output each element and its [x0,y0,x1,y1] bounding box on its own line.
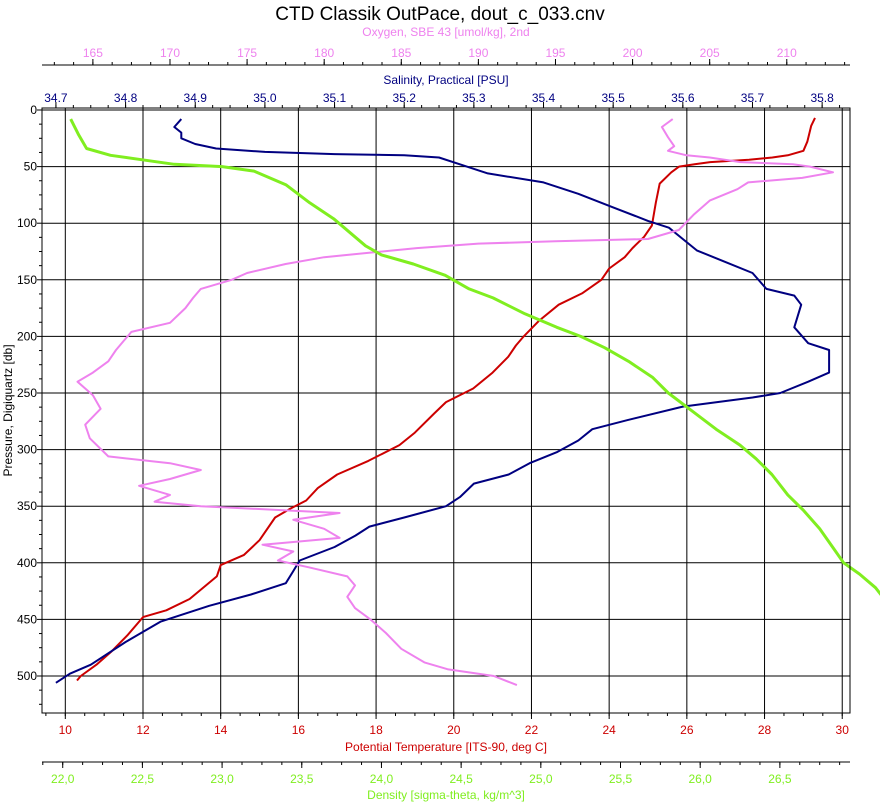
x-tick-label-density: 23,5 [290,772,314,786]
x-tick-label-temperature: 12 [136,723,150,737]
y-tick-label: 250 [17,386,37,400]
x-tick-label-salinity: 35.8 [810,91,834,105]
x-tick-label-density: 24,0 [370,772,394,786]
x-tick-label-salinity: 35.3 [462,91,486,105]
axes: 0 50 100 150 200 250 300 350 400 450 500 Pressure, … [1,25,850,802]
series-line-salinity [55,118,831,684]
x-tick-label-temperature: 10 [59,723,73,737]
x-tick-label-oxygen: 180 [314,46,334,60]
x-tick-label-oxygen: 205 [700,46,720,60]
chart-title: CTD Classik OutPace, dout_c_033.cnv [275,4,605,25]
x-tick-label-salinity: 35.5 [601,91,625,105]
x-tick-label-temperature: 20 [447,723,461,737]
x-axis-label-temperature: Potential Temperature [ITS-90, deg C] [345,740,547,754]
plot-frame [41,107,851,714]
series-line-density [69,118,880,596]
x-tick-label-salinity: 35.1 [323,91,347,105]
y-tick-label: 200 [17,329,37,343]
x-tick-label-oxygen: 200 [623,46,643,60]
x-tick-label-density: 26,5 [768,772,792,786]
x-tick-label-temperature: 22 [525,723,539,737]
x-tick-label-salinity: 34.7 [44,91,68,105]
x-tick-label-oxygen: 190 [468,46,488,60]
x-tick-label-temperature: 28 [758,723,772,737]
x-tick-label-density: 23,0 [210,772,234,786]
grid [42,108,850,713]
x-tick-label-temperature: 24 [602,723,616,737]
x-tick-label-salinity: 35.7 [741,91,765,105]
y-tick-label: 450 [17,612,37,626]
x-tick-label-salinity: 35.6 [671,91,695,105]
x-tick-label-oxygen: 210 [777,46,797,60]
x-tick-label-salinity: 35.2 [393,91,417,105]
series-layer [55,117,880,687]
x-tick-label-density: 22,5 [131,772,155,786]
x-tick-label-temperature: 16 [292,723,306,737]
y-axis-label: Pressure, Digiquartz [db] [1,344,15,476]
y-tick-label: 50 [24,160,38,174]
x-tick-label-density: 25,5 [609,772,633,786]
x-tick-label-salinity: 35.4 [532,91,556,105]
x-tick-label-density: 26,0 [689,772,713,786]
x-axis-label-oxygen: Oxygen, SBE 43 [umol/kg], 2nd [362,25,529,39]
x-tick-label-temperature: 30 [836,723,850,737]
x-tick-label-oxygen: 175 [237,46,257,60]
x-tick-label-density: 24,5 [449,772,473,786]
x-tick-label-oxygen: 170 [160,46,180,60]
series-line-oxygen [76,118,834,687]
x-tick-label-temperature: 26 [680,723,694,737]
x-tick-label-salinity: 34.8 [114,91,138,105]
y-tick-label: 100 [17,216,37,230]
x-tick-label-oxygen: 195 [545,46,565,60]
y-tick-label: 350 [17,499,37,513]
x-axis-label-density: Density [sigma-theta, kg/m^3] [367,788,525,802]
y-tick-label: 150 [17,273,37,287]
y-tick-label: 500 [17,669,37,683]
x-tick-label-salinity: 34.9 [184,91,208,105]
x-tick-label-density: 22,0 [51,772,75,786]
x-tick-label-salinity: 35.0 [253,91,277,105]
x-tick-label-temperature: 18 [369,723,383,737]
x-tick-label-density: 25,0 [529,772,553,786]
x-axis-label-salinity: Salinity, Practical [PSU] [383,73,508,87]
y-tick-label: 0 [30,103,37,117]
x-tick-label-oxygen: 165 [83,46,103,60]
y-tick-label: 400 [17,556,37,570]
x-tick-label-oxygen: 185 [391,46,411,60]
y-tick-label: 300 [17,443,37,457]
x-tick-label-temperature: 14 [214,723,228,737]
series-line-temperature [76,117,816,682]
